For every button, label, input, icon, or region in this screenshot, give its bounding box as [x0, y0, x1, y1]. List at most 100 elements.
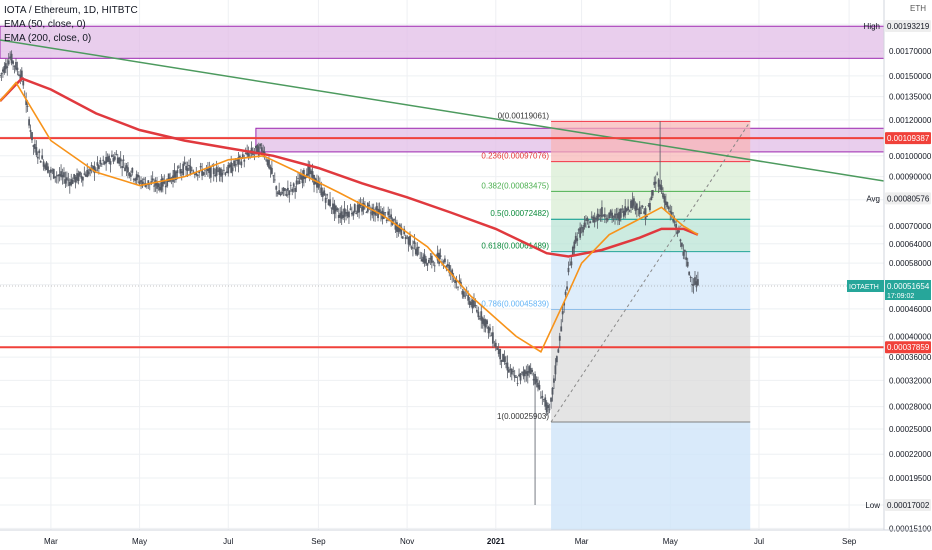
- candle-body: [157, 183, 160, 188]
- candle-body: [691, 284, 693, 286]
- candle-body: [364, 204, 366, 206]
- candle-body: [279, 193, 282, 196]
- candle-body: [286, 187, 289, 191]
- candle-body: [329, 199, 331, 207]
- price-axis-tick: 0.00015100: [889, 524, 932, 533]
- resistance-level-value: 0.00109387: [887, 134, 930, 143]
- current-symbol: IOTAETH: [849, 284, 879, 291]
- candle-body: [528, 366, 531, 373]
- candle-body: [18, 74, 20, 76]
- candle-body: [622, 210, 625, 217]
- candle-body: [44, 165, 46, 169]
- candle-body: [550, 397, 552, 402]
- candle-body: [478, 318, 481, 320]
- candle-body: [129, 174, 132, 177]
- candle-body: [583, 222, 586, 227]
- candle-body: [441, 261, 443, 263]
- candle-body: [529, 367, 532, 375]
- support-level-value: 0.00037859: [887, 343, 930, 352]
- candle-body: [74, 176, 77, 183]
- candle-body: [439, 255, 442, 258]
- time-axis-tick: Jul: [754, 537, 764, 546]
- candle-body: [444, 258, 446, 263]
- candle-body: [175, 171, 177, 181]
- avg-level-value: 0.00080576: [887, 194, 930, 203]
- candle-body: [118, 157, 121, 164]
- candle-body: [159, 186, 161, 191]
- candle-body: [188, 164, 190, 167]
- candle-body: [227, 164, 230, 174]
- candle-body: [186, 167, 189, 172]
- low-level-label: Low: [865, 501, 880, 510]
- candle-body: [260, 147, 263, 152]
- candle-body: [113, 156, 116, 160]
- candle-body: [2, 69, 4, 72]
- candle-body: [695, 281, 698, 288]
- candle-body: [561, 311, 564, 315]
- candle-body: [202, 172, 205, 175]
- candle-body: [340, 211, 343, 219]
- candle-body: [497, 349, 500, 354]
- candle-body: [201, 170, 203, 176]
- candle-body: [651, 190, 654, 196]
- candle-body: [297, 177, 299, 179]
- fib-band: [551, 251, 751, 310]
- candle-body: [342, 214, 345, 218]
- candle-body: [433, 265, 436, 267]
- candle-body: [564, 291, 567, 295]
- candle-body: [31, 132, 33, 141]
- candle-body: [67, 179, 70, 181]
- candle-body: [686, 261, 689, 267]
- ema200-legend[interactable]: EMA (200, close, 0): [4, 33, 92, 44]
- current-price-badge: [885, 279, 931, 300]
- candle-body: [461, 290, 464, 295]
- high-level-badge: [885, 20, 931, 32]
- candle-body: [89, 168, 92, 172]
- candle-body: [663, 195, 666, 203]
- candle-body: [378, 209, 381, 213]
- price-axis-tick: 0.00040000: [889, 332, 932, 341]
- candle-body: [147, 180, 150, 186]
- candle-body: [451, 269, 454, 275]
- candle-body: [480, 311, 483, 321]
- candle-body: [348, 211, 350, 218]
- candle-body: [369, 212, 372, 214]
- price-axis-tick: 0.00022000: [889, 450, 932, 459]
- candle-body: [42, 161, 45, 167]
- candle-body: [19, 74, 22, 79]
- candle-body: [41, 155, 44, 159]
- fib-band: [551, 309, 751, 423]
- candle-body: [223, 169, 225, 171]
- candle-body: [215, 167, 218, 176]
- candle-body: [346, 211, 349, 217]
- candle-body: [589, 221, 592, 224]
- candle-body: [12, 61, 14, 64]
- candle-body: [334, 205, 337, 212]
- candle-body: [551, 387, 554, 395]
- candle-body: [474, 304, 477, 306]
- candle-body: [189, 165, 192, 175]
- candle-body: [672, 219, 675, 222]
- candle-body: [656, 173, 659, 175]
- ema50-legend[interactable]: EMA (50, close, 0): [4, 19, 86, 30]
- candle-body: [522, 371, 525, 377]
- candle-body: [545, 402, 548, 413]
- candle-body: [576, 238, 579, 241]
- candle-body: [173, 169, 176, 178]
- candle-body: [92, 165, 94, 171]
- candle-body: [403, 228, 406, 235]
- candle-body: [448, 264, 451, 273]
- symbol-title: IOTA / Ethereum, 1D, HITBTC: [4, 5, 138, 16]
- candle-body: [352, 211, 355, 216]
- candle-body: [643, 211, 645, 214]
- candle-body: [241, 154, 244, 158]
- candle-body: [473, 300, 475, 307]
- candle-body: [10, 53, 13, 64]
- candle-body: [246, 150, 249, 155]
- candle-body: [311, 171, 314, 178]
- candle-body: [523, 369, 526, 377]
- candle-body: [292, 183, 295, 187]
- candle-body: [468, 301, 471, 305]
- candle-body: [270, 168, 273, 174]
